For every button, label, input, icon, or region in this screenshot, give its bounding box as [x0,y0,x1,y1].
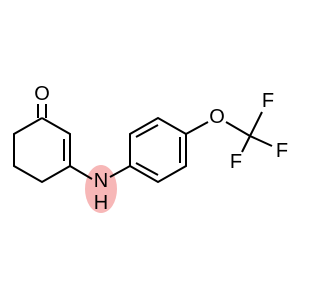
structure-diagram: O N H O F F F [13,83,288,214]
bond [249,111,263,137]
double-bond [135,162,159,176]
bond [241,135,251,153]
atom-label: O [209,106,225,128]
atom-label: F [262,90,274,112]
atom-label: H [94,192,108,214]
ring-bonds [129,116,187,184]
atom-label: N [94,170,108,192]
atom-label: F [230,151,242,173]
bond [69,165,93,180]
bond [249,135,273,147]
highlight [85,165,117,213]
bond [225,121,251,137]
atom-label: F [276,140,288,162]
atom-label: O [34,83,50,105]
bond [109,165,131,178]
bond [185,121,209,135]
ring-bonds [13,117,71,184]
double-bond [135,124,159,138]
